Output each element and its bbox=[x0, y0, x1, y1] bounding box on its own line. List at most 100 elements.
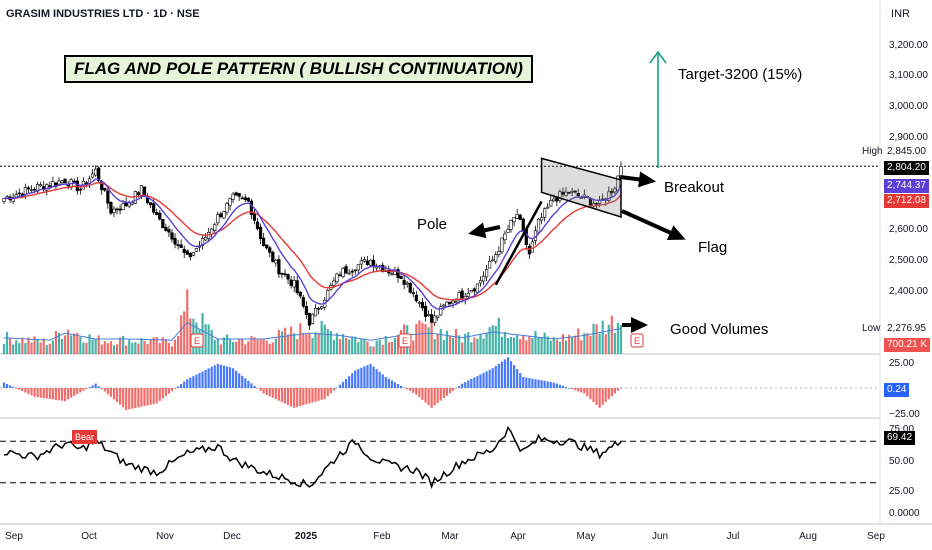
candle-body bbox=[286, 274, 290, 280]
macd-bar bbox=[158, 388, 161, 401]
macd-bar bbox=[604, 388, 607, 403]
macd-bar bbox=[222, 365, 226, 388]
last-price-tag: 2,804.20 bbox=[884, 161, 929, 175]
volume-bar bbox=[137, 343, 140, 354]
macd-bar bbox=[106, 388, 109, 395]
macd-bar bbox=[561, 385, 565, 388]
candle-body bbox=[436, 315, 440, 318]
candle-body bbox=[115, 208, 119, 211]
volume-bar bbox=[436, 333, 439, 354]
candle-body bbox=[500, 237, 504, 253]
candle-body bbox=[228, 198, 232, 206]
volume-bar bbox=[231, 341, 235, 354]
macd-bar bbox=[586, 388, 589, 397]
candle-body bbox=[426, 314, 431, 316]
volume-bar bbox=[439, 328, 442, 354]
macd-bar bbox=[506, 357, 510, 388]
candle-body bbox=[347, 272, 351, 275]
candle-body bbox=[191, 252, 195, 256]
macd-bar bbox=[265, 388, 268, 395]
macd-bar bbox=[201, 371, 204, 388]
candle-body bbox=[310, 313, 315, 324]
macd-bar bbox=[516, 369, 519, 388]
volume-bar bbox=[384, 336, 387, 354]
volume-bar bbox=[63, 335, 67, 354]
volume-bar bbox=[497, 317, 500, 354]
macd-bar bbox=[73, 388, 76, 396]
macd-bar bbox=[244, 378, 247, 388]
candle-body bbox=[576, 193, 580, 197]
macd-bar bbox=[299, 388, 302, 407]
candle-body bbox=[142, 186, 147, 196]
volume-bar bbox=[451, 338, 455, 354]
volume-bar bbox=[286, 334, 290, 354]
macd-bar bbox=[369, 363, 372, 388]
macd-bar bbox=[167, 388, 171, 394]
candle-body bbox=[521, 218, 525, 231]
volume-bar bbox=[42, 338, 45, 354]
macd-bar bbox=[436, 388, 439, 403]
volume-bar bbox=[235, 341, 238, 354]
macd-bar bbox=[146, 388, 149, 406]
macd-bar bbox=[231, 368, 235, 388]
macd-bar bbox=[311, 388, 314, 403]
macd-bar bbox=[473, 377, 476, 388]
volume-bar bbox=[461, 342, 464, 354]
candle-body bbox=[136, 192, 140, 195]
candle-body bbox=[179, 244, 183, 248]
volume-bar bbox=[219, 344, 222, 354]
candle-body bbox=[72, 180, 76, 183]
macd-bar bbox=[210, 366, 213, 388]
symbol-header: GRASIM INDUSTRIES LTD · 1D · NSE bbox=[6, 8, 200, 20]
candle-body bbox=[430, 314, 434, 323]
macd-bar bbox=[9, 385, 12, 388]
volume-bar bbox=[140, 338, 143, 354]
candle-body bbox=[488, 261, 492, 269]
macd-bar bbox=[228, 367, 232, 388]
candle-body bbox=[506, 229, 510, 233]
candle-body bbox=[610, 190, 614, 194]
macd-bar bbox=[253, 385, 256, 388]
macd-bar bbox=[155, 388, 158, 404]
macd-bar bbox=[543, 380, 546, 388]
macd-bar bbox=[351, 373, 354, 388]
rsi-value-tag: 69.42 bbox=[884, 431, 916, 445]
candle-body bbox=[149, 202, 153, 206]
macd-bar bbox=[268, 388, 271, 397]
volume-bar bbox=[39, 342, 42, 354]
volume-bar bbox=[299, 323, 302, 354]
macd-bar bbox=[375, 369, 378, 388]
rsi-tick: 75.00 bbox=[889, 424, 915, 435]
candle-body bbox=[478, 280, 483, 284]
candle-body bbox=[173, 238, 177, 245]
macd-bar bbox=[531, 378, 534, 388]
volume-bar bbox=[283, 327, 287, 354]
volume-bar bbox=[335, 333, 339, 354]
macd-bar bbox=[94, 383, 97, 388]
candle-body bbox=[121, 203, 125, 210]
volume-bar bbox=[210, 329, 213, 354]
volume-bar bbox=[12, 344, 15, 354]
macd-bar bbox=[464, 382, 467, 388]
volume-bar bbox=[265, 340, 268, 354]
candle-body bbox=[298, 291, 302, 297]
volume-bar bbox=[500, 336, 503, 354]
candle-body bbox=[182, 248, 186, 253]
volume-bar bbox=[238, 339, 241, 354]
macd-bar bbox=[45, 388, 48, 399]
candle-body bbox=[2, 198, 6, 202]
macd-bar bbox=[497, 363, 500, 388]
x-tick: 2025 bbox=[294, 531, 318, 542]
volumes-arrow-head bbox=[631, 317, 648, 333]
macd-bar bbox=[33, 388, 36, 397]
volume-bar bbox=[2, 344, 6, 354]
macd-bar bbox=[192, 376, 195, 388]
volume-bar bbox=[348, 339, 351, 354]
macd-bar bbox=[216, 363, 219, 388]
candle-body bbox=[246, 197, 250, 202]
macd-bar bbox=[57, 388, 61, 401]
candle-body bbox=[564, 191, 568, 196]
macd-bar bbox=[384, 377, 387, 388]
volume-bar bbox=[293, 333, 296, 354]
